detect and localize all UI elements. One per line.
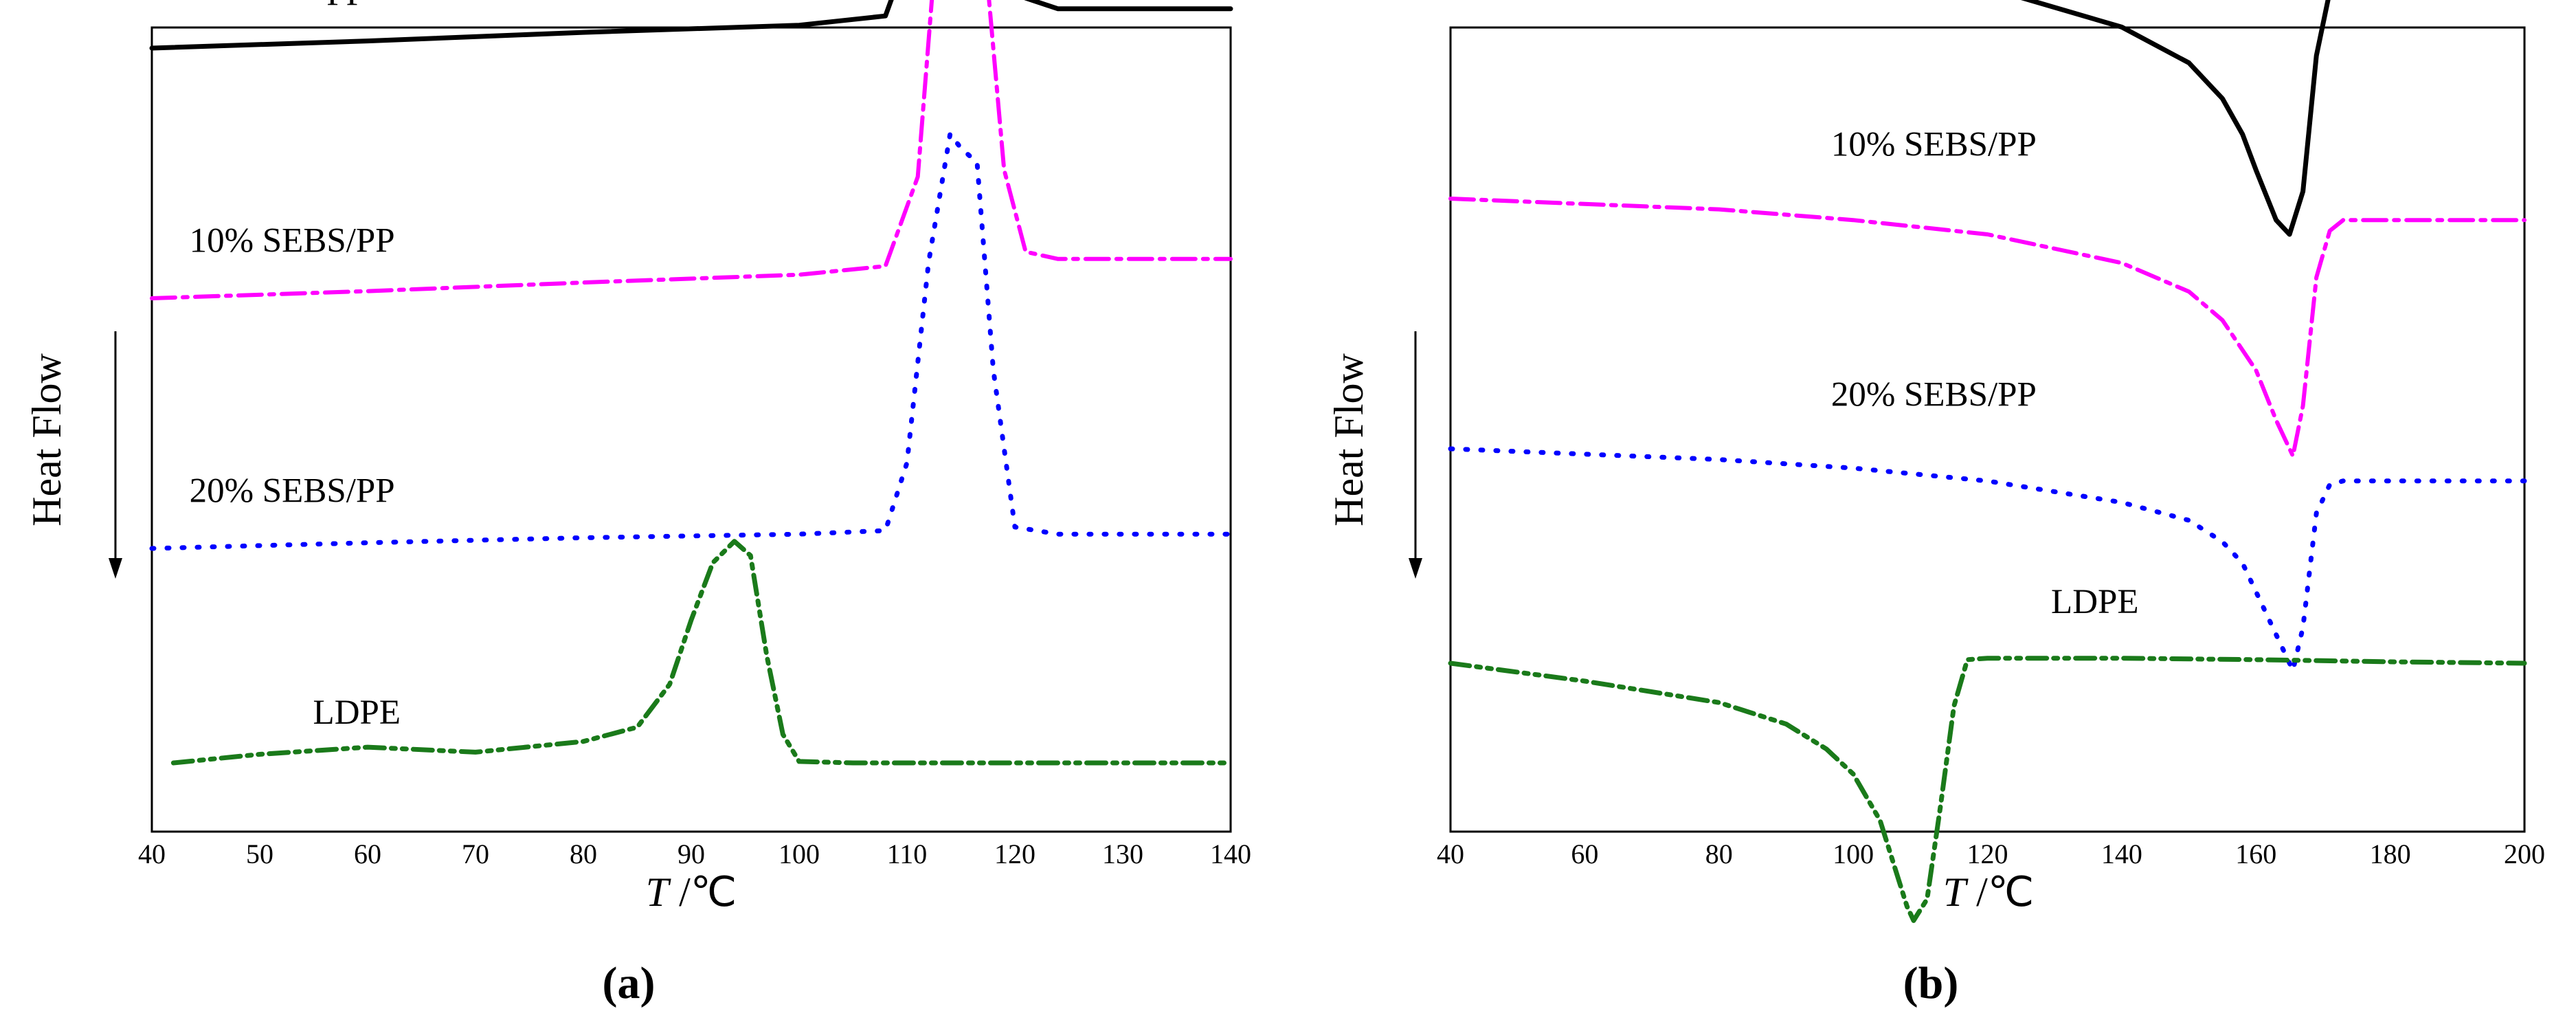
x-tick-label: 80: [1705, 838, 1733, 869]
x-axis-title: T /℃: [646, 869, 737, 915]
x-axis-title: T /℃: [1943, 869, 2034, 915]
x-tick-label: 140: [2101, 838, 2142, 869]
plot-frame: [1449, 26, 2526, 833]
x-tick-labels: 40 50 60 70 80 90 100 110 120 130 140: [138, 838, 1251, 869]
series-label-pp: PP: [326, 0, 366, 14]
series-label-ldpe: LDPE: [2051, 583, 2139, 621]
y-axis-title: Heat Flow: [24, 353, 69, 526]
series-line-pp: [149, 0, 1233, 51]
series-line-pp: [2020, 0, 2331, 237]
x-tick-label: 140: [1210, 838, 1251, 869]
x-tick-label: 120: [994, 838, 1035, 869]
series-line-20pct-sebs-pp: [149, 131, 1233, 551]
series-label-10pct-sebs-pp: 10% SEBS/PP: [190, 221, 395, 260]
x-tick-labels: 40 60 80 100 120 140 160 180 200: [1437, 838, 2545, 869]
x-tick-label: 80: [570, 838, 597, 869]
x-tick-label: 50: [246, 838, 273, 869]
x-tick-label: 60: [354, 838, 381, 869]
series-label-ldpe: LDPE: [313, 693, 401, 732]
x-tick-label: 60: [1571, 838, 1598, 869]
series-label-20pct-sebs-pp: 20% SEBS/PP: [190, 471, 395, 510]
y-axis-title: Heat Flow: [1326, 353, 1371, 526]
x-tick-label: 120: [1967, 838, 2008, 869]
series-lines: [1448, 0, 2527, 923]
series-label-10pct-sebs-pp: 10% SEBS/PP: [1831, 126, 2037, 164]
panel-label: (a): [603, 958, 656, 1008]
series-line-20pct-sebs-pp: [1448, 446, 2527, 673]
series-label-20pct-sebs-pp: 20% SEBS/PP: [1831, 376, 2037, 414]
chart-panel-a: 40 50 60 70 80 90 100 110 120 130 140 PP 10% SEBS/P…: [24, 0, 1251, 1008]
x-tick-label: 40: [1437, 838, 1464, 869]
x-tick-label: 40: [138, 838, 166, 869]
series-lines: [149, 0, 1233, 766]
series-line-ldpe: [1448, 656, 2527, 923]
series-line-ldpe: [170, 539, 1233, 766]
x-tick-label: 70: [462, 838, 489, 869]
x-tick-label: 200: [2504, 838, 2545, 869]
x-tick-label: 100: [779, 838, 820, 869]
series-line-10pct-sebs-pp: [1448, 197, 2527, 458]
series-labels: PP 10% SEBS/PP 20% SEBS/PP LDPE: [190, 0, 401, 732]
x-tick-label: 90: [677, 838, 705, 869]
x-tick-label: 180: [2370, 838, 2411, 869]
x-tick-label: 110: [887, 838, 928, 869]
heat-flow-arrow-head: [1409, 558, 1422, 579]
panel-label: (b): [1903, 958, 1959, 1008]
x-tick-label: 130: [1102, 838, 1143, 869]
series-line-10pct-sebs-pp: [150, 0, 1233, 300]
x-tick-label: 160: [2235, 838, 2276, 869]
x-tick-label: 100: [1833, 838, 1874, 869]
heat-flow-arrow-head: [109, 558, 122, 579]
